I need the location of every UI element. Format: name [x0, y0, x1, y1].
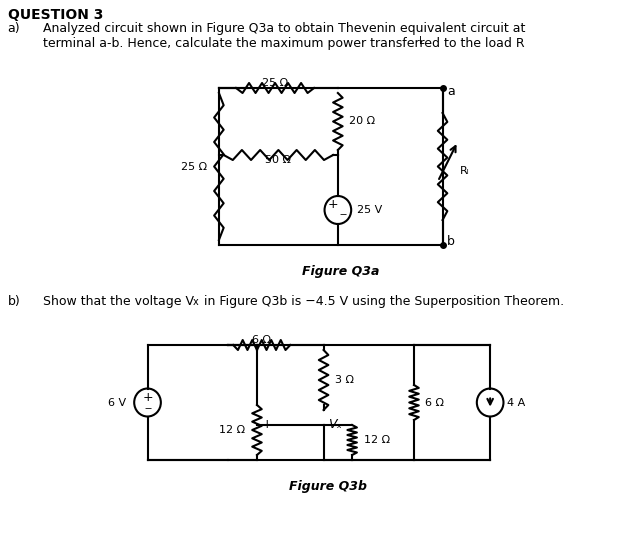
Text: Show that the voltage V: Show that the voltage V [43, 295, 194, 308]
Text: in Figure Q3b is −4.5 V using the Superposition Theorem.: in Figure Q3b is −4.5 V using the Superp… [200, 295, 564, 308]
Text: 50 Ω: 50 Ω [266, 155, 291, 165]
Text: 4 A: 4 A [508, 397, 525, 408]
Text: 12 Ω: 12 Ω [364, 435, 390, 445]
Text: 6 V: 6 V [108, 397, 127, 408]
Text: Rₗ: Rₗ [460, 166, 469, 176]
Text: Figure Q3b: Figure Q3b [289, 480, 367, 493]
Text: +: + [262, 419, 273, 431]
Text: Vₓ: Vₓ [328, 419, 342, 431]
Text: ‒: ‒ [339, 209, 346, 219]
Text: +: + [142, 391, 153, 404]
Text: 25 V: 25 V [357, 205, 382, 215]
Text: x: x [192, 297, 198, 307]
Text: 20 Ω: 20 Ω [349, 116, 376, 127]
Text: 6 Ω: 6 Ω [426, 397, 444, 408]
Text: +: + [328, 198, 339, 212]
Text: 3 Ω: 3 Ω [335, 375, 354, 385]
Text: 12 Ω: 12 Ω [220, 425, 246, 435]
Text: a): a) [8, 22, 20, 35]
Text: Figure Q3a: Figure Q3a [301, 265, 379, 278]
Text: 6 Ω: 6 Ω [252, 335, 271, 345]
Text: 25 Ω: 25 Ω [181, 161, 207, 171]
Text: b: b [447, 235, 455, 248]
Text: Analyzed circuit shown in Figure Q3a to obtain Thevenin equivalent circuit at
te: Analyzed circuit shown in Figure Q3a to … [43, 22, 525, 50]
Text: b): b) [8, 295, 20, 308]
Text: QUESTION 3: QUESTION 3 [8, 8, 103, 22]
Text: ‒: ‒ [144, 403, 151, 413]
Text: a: a [447, 85, 455, 98]
Text: 25 Ω: 25 Ω [262, 78, 288, 88]
Text: L: L [419, 36, 424, 46]
